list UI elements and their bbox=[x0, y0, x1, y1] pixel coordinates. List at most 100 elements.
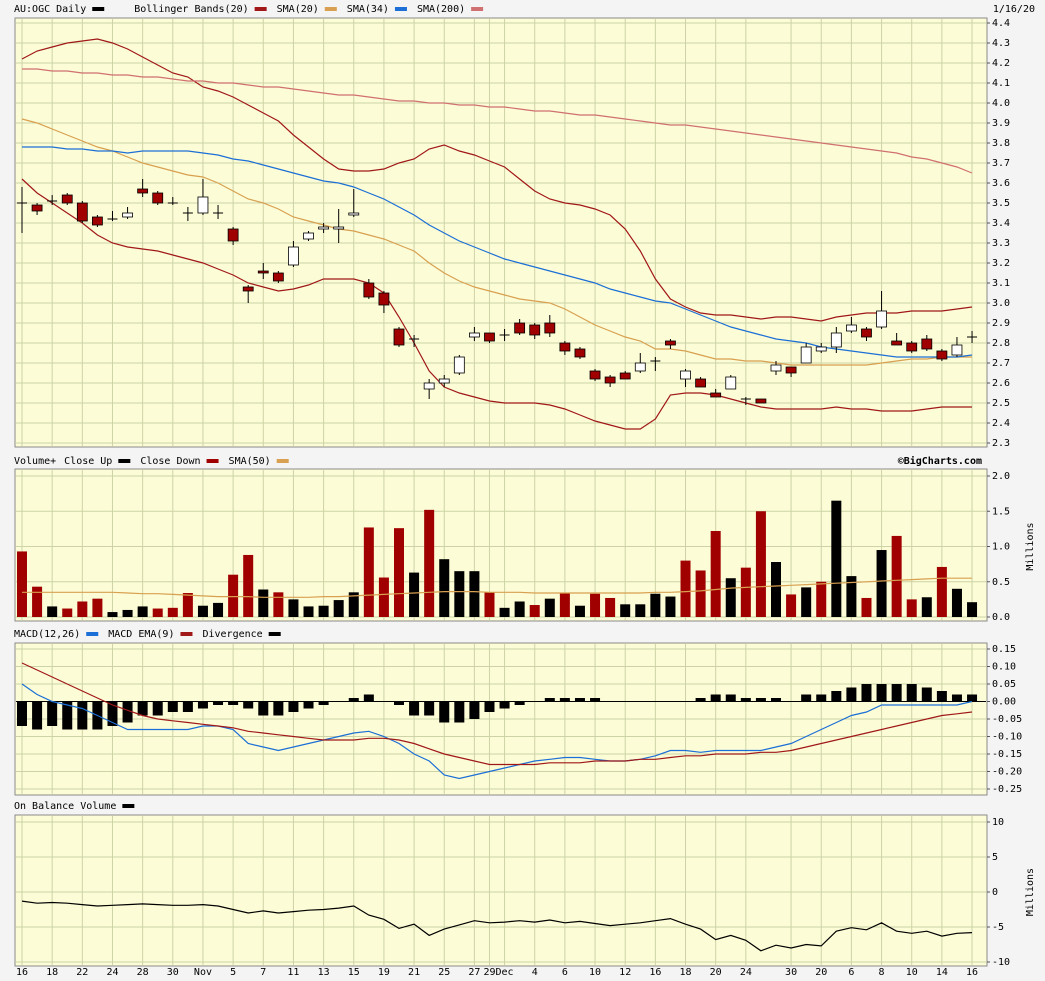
bar bbox=[484, 592, 495, 617]
candle-body bbox=[906, 342, 918, 352]
candle-body bbox=[876, 310, 887, 328]
y-tick-label: 0 bbox=[992, 887, 998, 898]
credit: ©BigCharts.com bbox=[898, 455, 982, 467]
candle-body bbox=[333, 226, 345, 230]
bar bbox=[514, 601, 525, 617]
bar bbox=[710, 530, 721, 617]
bar bbox=[92, 598, 103, 617]
y-tick-label: 4.0 bbox=[992, 98, 1010, 109]
bar bbox=[77, 601, 88, 617]
candle-body bbox=[725, 376, 737, 390]
series-line bbox=[21, 662, 973, 766]
bar bbox=[394, 701, 404, 705]
y-tick-label: 2.3 bbox=[992, 438, 1010, 449]
legend-swatch bbox=[122, 804, 135, 808]
bar bbox=[876, 684, 887, 702]
bar bbox=[62, 608, 73, 617]
legend-swatch bbox=[276, 459, 289, 463]
bar bbox=[605, 597, 616, 617]
y-tick-label: 3.5 bbox=[992, 198, 1010, 209]
bar bbox=[439, 559, 450, 617]
y-tick-label: 4.1 bbox=[992, 78, 1010, 89]
bar bbox=[378, 577, 389, 617]
bar bbox=[876, 550, 887, 617]
y-tick-label: 10 bbox=[992, 817, 1004, 828]
bar bbox=[846, 576, 857, 617]
bar bbox=[680, 560, 691, 617]
bar bbox=[951, 588, 962, 617]
legend-label: AU:OGC Daily bbox=[14, 4, 86, 15]
x-tick-label: 19 bbox=[378, 967, 390, 978]
bar bbox=[348, 698, 359, 702]
candle-body bbox=[529, 324, 541, 336]
candle-body bbox=[393, 328, 405, 346]
x-tick-label: 20 bbox=[710, 967, 722, 978]
y-tick-label: 2.9 bbox=[992, 318, 1010, 329]
bar bbox=[936, 691, 947, 702]
bar bbox=[243, 554, 254, 617]
candle-body bbox=[770, 364, 782, 372]
candle-body bbox=[830, 332, 842, 348]
bar bbox=[665, 596, 676, 617]
bar bbox=[107, 612, 118, 617]
x-tick-label: 28 bbox=[137, 967, 149, 978]
x-tick-label: 15 bbox=[348, 967, 360, 978]
legend-label: SMA(20) bbox=[277, 4, 319, 15]
legend-label: Close Up bbox=[64, 456, 112, 467]
bar bbox=[137, 606, 148, 617]
x-tick-label: 27 bbox=[468, 967, 480, 978]
y-axis-label: Millions bbox=[1025, 868, 1036, 916]
bar bbox=[514, 701, 525, 705]
bar bbox=[499, 701, 510, 709]
bar bbox=[801, 694, 812, 702]
y-tick-label: 2.7 bbox=[992, 358, 1010, 369]
bar bbox=[167, 607, 178, 617]
y-tick-label: -0.20 bbox=[992, 767, 1022, 778]
bar bbox=[122, 701, 133, 723]
bar bbox=[590, 698, 601, 702]
bar bbox=[409, 572, 420, 617]
bar bbox=[288, 701, 299, 712]
y-tick-label: 4.3 bbox=[992, 38, 1010, 49]
bar bbox=[47, 701, 58, 726]
legend-label: MACD EMA(9) bbox=[108, 629, 174, 640]
candle-body bbox=[559, 342, 571, 352]
bar bbox=[273, 701, 284, 716]
y-tick-label: 3.9 bbox=[992, 118, 1010, 129]
bar bbox=[891, 535, 902, 617]
x-tick-label: 18 bbox=[46, 967, 58, 978]
legend-label: Divergence bbox=[202, 629, 262, 640]
bar bbox=[213, 701, 224, 705]
bar bbox=[559, 593, 570, 617]
y-tick-label: 3.3 bbox=[992, 238, 1010, 249]
bar bbox=[831, 691, 842, 702]
y-tick-label: 3.6 bbox=[992, 178, 1010, 189]
y-tick-label: 0.00 bbox=[992, 697, 1016, 708]
bar bbox=[710, 694, 721, 702]
bar bbox=[574, 698, 585, 702]
candle-body bbox=[272, 272, 284, 282]
y-tick-label: 3.7 bbox=[992, 158, 1010, 169]
bar bbox=[17, 551, 27, 617]
bar bbox=[409, 701, 420, 716]
bar bbox=[348, 592, 359, 617]
y-tick-label: 1.5 bbox=[992, 506, 1010, 517]
x-tick-label: 5 bbox=[230, 967, 236, 978]
candle-body bbox=[921, 338, 933, 350]
bar bbox=[363, 527, 374, 617]
bar bbox=[167, 701, 178, 712]
bar bbox=[801, 587, 812, 617]
legend-swatch bbox=[471, 7, 484, 11]
candle-body bbox=[800, 346, 812, 364]
bar bbox=[333, 600, 344, 617]
x-tick-label: 24 bbox=[740, 967, 752, 978]
legend-swatch bbox=[86, 632, 99, 636]
bar bbox=[544, 598, 555, 617]
x-tick-label: 14 bbox=[936, 967, 948, 978]
candle-body bbox=[785, 366, 797, 374]
x-tick-label: 10 bbox=[906, 967, 918, 978]
candle-body bbox=[815, 346, 827, 352]
candle-body bbox=[604, 376, 616, 384]
bar bbox=[906, 599, 917, 617]
